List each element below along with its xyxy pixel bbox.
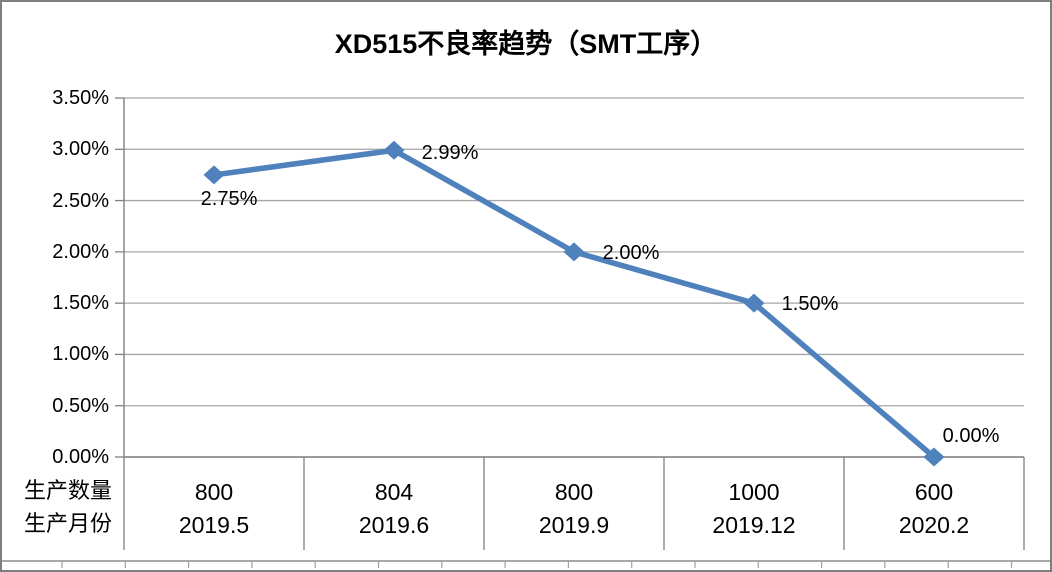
data-point-marker: [923, 447, 945, 467]
data-point-marker: [383, 140, 405, 160]
data-point-label: 2.00%: [602, 241, 660, 264]
y-axis-label: 1.50%: [52, 292, 109, 314]
y-axis-label: 2.00%: [52, 241, 109, 263]
x-axis-month-cell: 2019.9: [538, 511, 610, 538]
x-axis-month-cell: 2020.2: [898, 511, 970, 538]
row-header-month: 生产月份: [24, 511, 113, 536]
x-axis-quantity-cell: 800: [194, 478, 234, 505]
data-point-label: 1.50%: [781, 293, 839, 316]
data-point-marker: [203, 165, 225, 185]
x-axis-month-cell: 2019.6: [358, 511, 430, 538]
y-axis-label: 1.00%: [52, 343, 109, 365]
data-point-label: 2.99%: [421, 142, 479, 165]
data-point-label: 2.75%: [200, 187, 258, 210]
x-axis-month-cell: 2019.5: [178, 511, 250, 538]
data-point-marker: [743, 293, 765, 313]
x-axis-month-cell: 2019.12: [712, 511, 796, 538]
x-axis-quantity-cell: 800: [554, 478, 594, 505]
row-header-quantity: 生产数量: [24, 478, 113, 503]
chart-title: XD515不良率趋势（SMT工序）: [334, 29, 718, 59]
x-axis-quantity-cell: 600: [914, 478, 954, 505]
y-axis-label: 0.00%: [52, 446, 109, 468]
y-axis-label: 3.50%: [52, 87, 109, 109]
x-axis-quantity-cell: 1000: [728, 478, 780, 505]
x-axis-quantity-cell: 804: [374, 478, 414, 505]
data-point-label: 0.00%: [942, 425, 1000, 447]
y-axis-label: 3.00%: [52, 138, 109, 160]
data-point-marker: [563, 242, 585, 262]
y-axis-label: 0.50%: [52, 395, 109, 417]
y-axis-label: 2.50%: [52, 190, 109, 212]
